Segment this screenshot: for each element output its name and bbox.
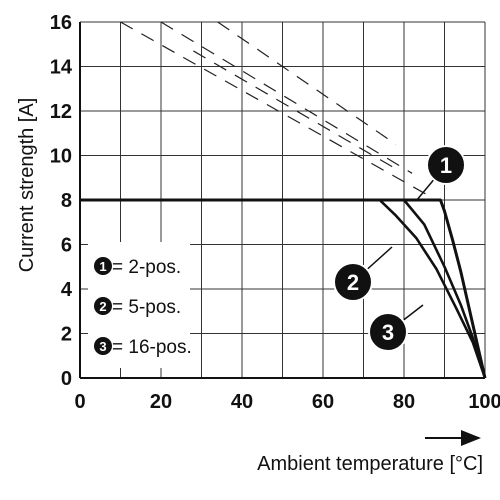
legend-label: = 5-pos. [112,297,181,318]
callout-marker-3 [368,312,408,352]
y-tick-label: 16 [50,12,72,34]
derating-dash-line [193,50,397,170]
x-tick-label: 80 [393,391,415,413]
callout-number: 1 [440,153,452,178]
legend-marker-number: 1 [99,259,106,274]
series-line-3 [80,198,487,379]
legend-marker-3 [94,337,112,355]
x-axis-label: Ambient temperature [°C] [257,453,483,475]
y-tick-label: 6 [61,235,72,257]
y-tick-label: 0 [61,368,72,390]
legend-marker-2 [94,297,112,315]
y-axis-label: Current strength [A] [16,98,38,273]
legend-label: = 16-pos. [112,337,192,358]
callout-number: 2 [347,270,359,295]
callout-number: 3 [382,320,394,345]
grid [79,21,486,379]
callout-marker-2 [333,262,373,302]
y-tick-label: 8 [61,190,72,212]
curve-markers: 1 23 [333,145,466,352]
legend: 1 = 2-pos. 2 = 5-pos. 3 = 16-pos. [88,242,192,368]
x-tick-label: 20 [150,391,172,413]
series-group [80,198,487,379]
x-tick-label: 0 [74,391,85,413]
derating-dash-line [120,21,437,201]
legend-marker-number: 3 [99,339,106,354]
x-tick-label: 60 [312,391,334,413]
derating-dashes [120,21,437,201]
x-tick-label: 100 [468,391,500,413]
y-tick-label: 4 [61,279,73,301]
legend-label: = 2-pos. [112,257,181,278]
derating-dash-line [160,21,413,174]
series-line-2 [80,198,487,379]
x-tick-label: 40 [231,391,253,413]
series-line-1 [80,198,487,379]
y-tick-label: 10 [50,146,72,168]
callout-marker-1 [426,145,466,185]
derating-dash-line [217,21,397,145]
legend-marker-1 [94,257,112,275]
y-tick-label: 12 [50,101,72,123]
y-tick-label: 2 [61,324,72,346]
y-tick-label: 14 [50,57,73,79]
legend-marker-number: 2 [99,299,106,314]
